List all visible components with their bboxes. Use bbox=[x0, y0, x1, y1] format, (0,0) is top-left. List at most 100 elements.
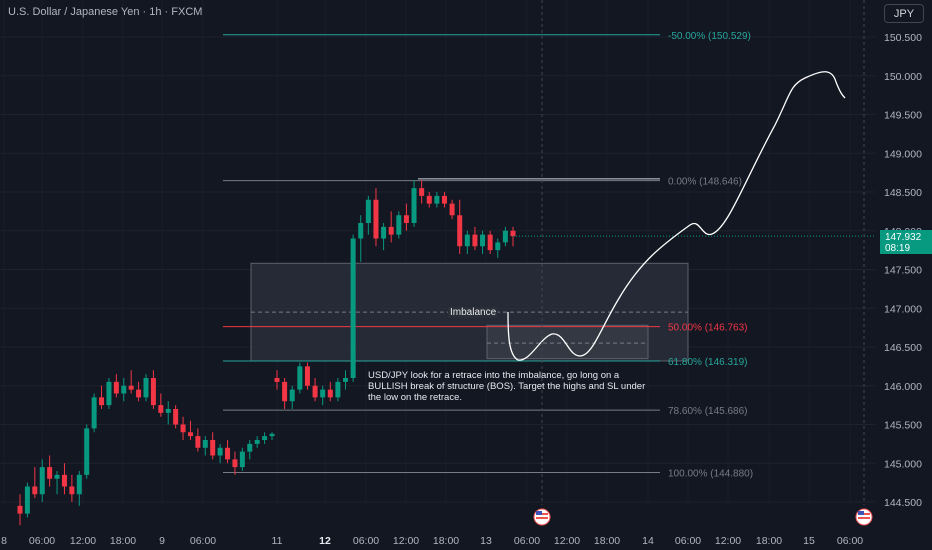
last-price-tag: 147.932 08:19 bbox=[880, 230, 932, 254]
candle-body bbox=[24, 486, 30, 514]
candle-body bbox=[262, 436, 268, 440]
time-tick: 8 bbox=[1, 535, 7, 547]
entry-zone bbox=[486, 324, 649, 360]
time-tick: 9 bbox=[159, 535, 165, 547]
candle-body bbox=[150, 378, 156, 406]
candle-body bbox=[495, 242, 501, 251]
candle-body bbox=[502, 230, 508, 243]
price-tick: 149.500 bbox=[884, 110, 922, 122]
time-tick: 06:00 bbox=[190, 535, 216, 547]
symbol-title: U.S. Dollar / Japanese Yen · 1h · FXCM bbox=[8, 6, 203, 18]
candle-body bbox=[136, 389, 142, 398]
candle-body bbox=[232, 459, 238, 468]
fib-label: 61.80% (146.319) bbox=[668, 357, 748, 368]
price-axis[interactable]: 150.500150.000149.500149.000148.500148.0… bbox=[884, 32, 922, 509]
price-tick: 145.500 bbox=[884, 420, 922, 432]
candle-body bbox=[403, 215, 409, 223]
candle-body bbox=[84, 428, 90, 475]
price-tick: 148.500 bbox=[884, 187, 922, 199]
candle-body bbox=[381, 226, 387, 239]
candle-body bbox=[327, 389, 333, 398]
time-tick: 11 bbox=[272, 535, 283, 547]
candle-body bbox=[365, 199, 371, 223]
candle-body bbox=[426, 195, 432, 204]
candle-body bbox=[434, 195, 440, 204]
bar-countdown: 08:19 bbox=[885, 243, 911, 254]
candle-body bbox=[69, 486, 75, 495]
candles bbox=[17, 180, 875, 526]
candle-body bbox=[143, 378, 149, 398]
price-tick: 147.500 bbox=[884, 265, 922, 277]
candle-body bbox=[158, 405, 164, 413]
candle-body bbox=[335, 381, 341, 398]
candle-body bbox=[61, 474, 67, 487]
candle-body bbox=[239, 451, 245, 468]
candle-body bbox=[247, 443, 253, 452]
time-tick: 18:00 bbox=[594, 535, 620, 547]
candle-body bbox=[99, 397, 105, 406]
time-tick: 13 bbox=[480, 535, 492, 547]
price-tick: 145.000 bbox=[884, 458, 922, 470]
us-flag-event-icon[interactable] bbox=[855, 508, 873, 526]
us-flag-event-icon[interactable] bbox=[533, 508, 551, 526]
candle-body bbox=[17, 505, 23, 514]
candle-body bbox=[419, 188, 425, 196]
time-tick: 12 bbox=[319, 535, 331, 547]
candle-body bbox=[128, 385, 134, 390]
price-tick: 144.500 bbox=[884, 497, 922, 509]
fibonacci-levels: -50.00% (150.529) 0.00% (148.646) 50.00% (… bbox=[223, 31, 753, 480]
candle-body bbox=[441, 195, 447, 204]
time-tick: 18:00 bbox=[110, 535, 136, 547]
time-tick: 12:00 bbox=[70, 535, 96, 547]
candle-body bbox=[297, 366, 303, 390]
candle-body bbox=[39, 467, 45, 495]
candle-body bbox=[282, 381, 288, 402]
candle-body bbox=[480, 234, 486, 247]
grid bbox=[0, 36, 875, 503]
candle-body bbox=[32, 486, 38, 495]
candle-body bbox=[274, 378, 280, 382]
candle-body bbox=[449, 203, 455, 216]
price-tick: 149.000 bbox=[884, 148, 922, 160]
candle-body bbox=[106, 381, 112, 406]
candle-body bbox=[396, 215, 402, 235]
time-tick: 18:00 bbox=[433, 535, 459, 547]
candle-body bbox=[411, 188, 417, 223]
candle-body bbox=[47, 467, 53, 479]
candle-body bbox=[195, 436, 201, 448]
candle-body bbox=[358, 223, 364, 239]
time-tick: 15 bbox=[803, 535, 815, 547]
fib-label: 0.00% (148.646) bbox=[668, 177, 742, 188]
time-tick: 12:00 bbox=[393, 535, 419, 547]
time-tick: 14 bbox=[642, 535, 654, 547]
price-tick: 147.000 bbox=[884, 303, 922, 315]
vertical-dashed-lines bbox=[541, 0, 865, 505]
candle-body bbox=[113, 381, 119, 394]
price-tick: 150.500 bbox=[884, 32, 922, 44]
fib-label: -50.00% (150.529) bbox=[668, 31, 751, 42]
candle-body bbox=[320, 389, 326, 398]
candle-body bbox=[173, 409, 179, 425]
currency-button[interactable]: JPY bbox=[884, 4, 924, 23]
candle-body bbox=[350, 238, 356, 378]
time-axis[interactable]: 8 06:00 12:00 18:00 9 06:00 11 12 06:00 12:00 18:0… bbox=[1, 535, 863, 547]
time-tick: 12:00 bbox=[554, 535, 580, 547]
price-tick: 146.000 bbox=[884, 381, 922, 393]
time-tick: 18:00 bbox=[756, 535, 782, 547]
candle-body bbox=[457, 215, 463, 247]
projection-path-drawing bbox=[507, 71, 846, 361]
price-tick: 150.000 bbox=[884, 71, 922, 83]
time-tick: 06:00 bbox=[837, 535, 863, 547]
time-tick: 06:00 bbox=[675, 535, 701, 547]
candle-body bbox=[187, 432, 193, 437]
candle-body bbox=[472, 234, 478, 247]
fib-label: 50.00% (146.763) bbox=[668, 323, 748, 334]
fib-label: 100.00% (144.880) bbox=[668, 469, 753, 480]
candle-body bbox=[464, 234, 470, 247]
candle-body bbox=[254, 440, 260, 444]
candle-body bbox=[54, 474, 60, 479]
candle-body bbox=[202, 440, 208, 448]
price-tick: 146.500 bbox=[884, 342, 922, 354]
candle-body bbox=[225, 447, 231, 460]
